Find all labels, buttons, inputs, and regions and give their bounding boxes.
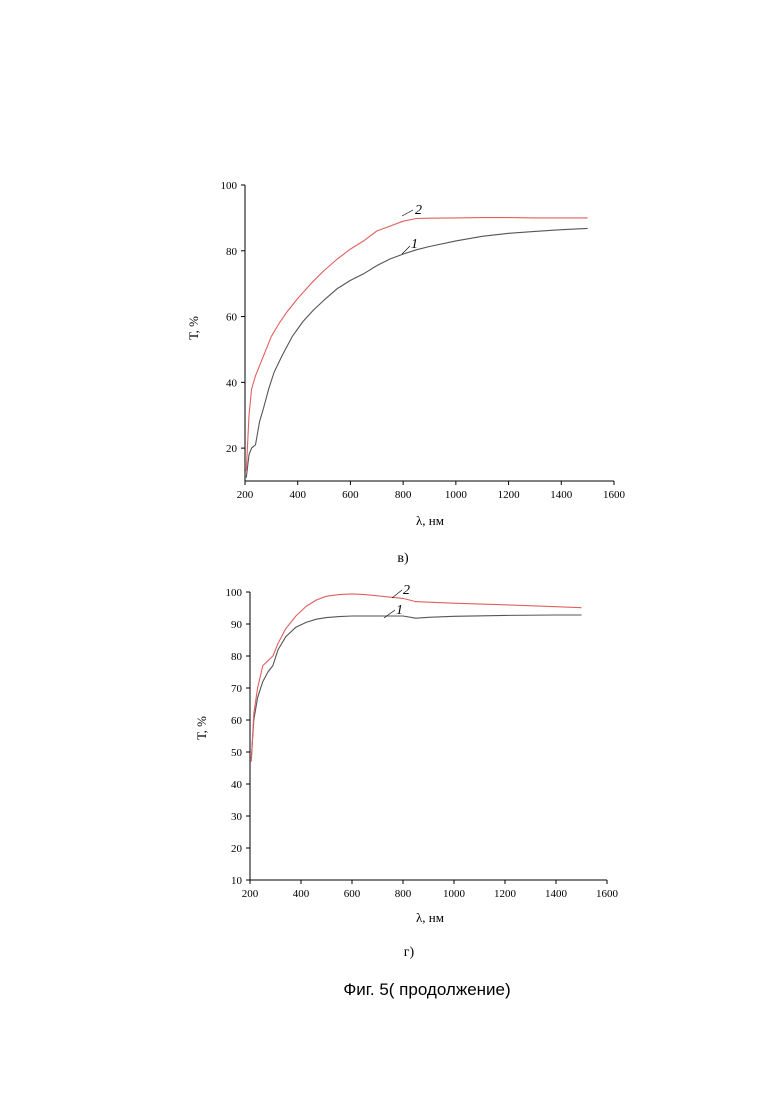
x-tick-label-1000: 1000 <box>443 888 466 900</box>
chart-panel-v: 200400600800100012001400160020406080100 … <box>186 180 626 566</box>
x-tick-label-1600: 1600 <box>596 888 619 900</box>
panel-label-v: в) <box>397 551 409 566</box>
y-tick-label-100: 100 <box>221 180 238 192</box>
series-label-1: 1 <box>396 603 403 618</box>
series-line-1 <box>246 228 587 477</box>
x-axis-label: λ, нм <box>416 910 444 925</box>
x-tick-label-1200: 1200 <box>494 888 517 900</box>
series-line-2 <box>251 594 581 762</box>
series-label-1-leader <box>384 610 395 618</box>
series-label-1: 1 <box>411 237 418 252</box>
x-tick-label-200: 200 <box>237 489 254 501</box>
x-tick-label-1600: 1600 <box>603 489 626 501</box>
x-tick-label-1400: 1400 <box>545 888 568 900</box>
series-label-2-leader <box>392 590 402 598</box>
x-tick-label-800: 800 <box>395 489 412 501</box>
series-line-2 <box>246 218 587 472</box>
x-tick-label-200: 200 <box>242 888 259 900</box>
x-tick-label-400: 400 <box>293 888 310 900</box>
y-tick-label-80: 80 <box>231 651 243 663</box>
y-tick-label-40: 40 <box>231 779 243 791</box>
series-label-2-leader <box>402 210 413 216</box>
panel-label-g: г) <box>404 945 415 960</box>
x-axis-label: λ, нм <box>416 513 444 528</box>
x-tick-label-600: 600 <box>342 489 359 501</box>
series-line-1 <box>251 615 581 758</box>
x-tick-label-1400: 1400 <box>550 489 573 501</box>
y-tick-label-100: 100 <box>226 587 243 599</box>
y-tick-label-80: 80 <box>226 246 238 258</box>
y-tick-label-40: 40 <box>226 377 238 389</box>
chart-panel-g: 200 400 600 800 1000 1200 1400 1600 10 20 30 40 50 60… <box>194 583 619 960</box>
y-tick-label-20: 20 <box>226 443 238 455</box>
figure-caption: Фиг. 5( продолжение) <box>343 980 510 999</box>
y-tick-label-10: 10 <box>231 875 243 887</box>
x-tick-label-1000: 1000 <box>445 489 468 501</box>
y-tick-label-90: 90 <box>231 619 243 631</box>
y-tick-label-20: 20 <box>231 843 243 855</box>
y-tick-label-60: 60 <box>226 312 238 324</box>
series-label-2: 2 <box>403 583 410 598</box>
y-axis-label: Т, % <box>186 316 201 340</box>
x-tick-label-400: 400 <box>289 489 306 501</box>
y-axis-label: Т, % <box>194 716 209 740</box>
x-tick-label-600: 600 <box>344 888 361 900</box>
series-label-2: 2 <box>415 203 422 218</box>
y-tick-label-50: 50 <box>231 747 243 759</box>
y-tick-label-60: 60 <box>231 715 243 727</box>
y-tick-label-70: 70 <box>231 683 243 695</box>
y-tick-label-30: 30 <box>231 811 243 823</box>
x-tick-label-800: 800 <box>395 888 412 900</box>
x-tick-label-1200: 1200 <box>498 489 521 501</box>
